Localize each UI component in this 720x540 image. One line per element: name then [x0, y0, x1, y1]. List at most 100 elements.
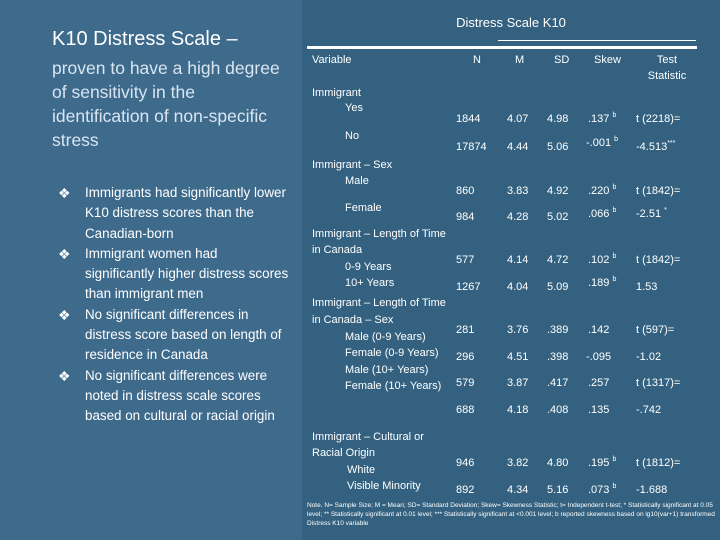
header-divider [498, 40, 696, 41]
table-title: Distress Scale K10 [456, 15, 566, 30]
cell-n: 17874 [456, 141, 487, 153]
diamond-bullet-icon: ❖ [58, 367, 71, 384]
group-label-cultural-2: Racial Origin [312, 447, 375, 459]
slide-subtitle: proven to have a high degree of sensitiv… [52, 58, 280, 150]
cell-m: 4.07 [507, 113, 529, 125]
cell-sd: 4.98 [547, 113, 569, 125]
col-header-variable: Variable [312, 54, 352, 66]
cell-sd: .417 [547, 377, 569, 389]
group-label-immigrant: Immigrant [312, 87, 361, 99]
cell-skew: .220 b [588, 184, 617, 197]
slide-title: K10 Distress Scale – [52, 28, 238, 51]
bullet-text: Immigrant women had significantly higher… [85, 245, 289, 302]
cell-sd: 5.02 [547, 211, 569, 223]
cell-test: -.742 [636, 404, 662, 416]
cell-skew: .137 b [588, 112, 617, 125]
cell-skew: .195 b [588, 456, 617, 469]
cell-n: 296 [456, 351, 475, 363]
row-label-female: Female [345, 202, 382, 214]
cell-skew: .066 b [588, 207, 617, 220]
cell-skew: -.095 [586, 351, 612, 363]
col-header-m: M [515, 54, 525, 66]
row-label-yes: Yes [345, 102, 363, 114]
cell-m: 4.18 [507, 404, 529, 416]
cell-m: 3.83 [507, 185, 529, 197]
col-header-test: Test [656, 54, 678, 66]
bullet-item: ❖ No significant differences were noted i… [58, 366, 290, 427]
cell-n: 281 [456, 324, 475, 336]
col-header-test-statistic: Statistic [647, 70, 687, 82]
bullet-item: ❖ Immigrants had significantly lower K10 … [58, 183, 290, 244]
cell-test: -1.688 [636, 484, 668, 496]
cell-m: 4.44 [507, 141, 529, 153]
left-panel: K10 Distress Scale – proven to have a hi… [0, 0, 290, 540]
cell-m: 4.04 [507, 281, 529, 293]
cell-m: 4.14 [507, 254, 529, 266]
cell-sd: .398 [547, 351, 569, 363]
cell-n: 579 [456, 377, 475, 389]
cell-skew: .135 [588, 404, 610, 416]
bullet-text: Immigrants had significantly lower K10 d… [85, 185, 286, 241]
bullet-list: ❖ Immigrants had significantly lower K10 … [58, 183, 290, 427]
cell-m: 4.51 [507, 351, 529, 363]
cell-n: 1267 [456, 281, 481, 293]
diamond-bullet-icon: ❖ [58, 245, 71, 262]
row-label-visible-minority: Visible Minority [347, 480, 421, 492]
cell-m: 4.28 [507, 211, 529, 223]
cell-m: 3.76 [507, 324, 529, 336]
group-label-length-2: in Canada [312, 244, 363, 256]
table-note: Note. N= Sample Size; M = Mean; SD= Stan… [307, 502, 715, 527]
row-label-male: Male [345, 175, 369, 187]
cell-n: 577 [456, 254, 475, 266]
cell-sd: .408 [547, 404, 569, 416]
cell-skew: .073 b [588, 483, 617, 496]
row-label-female-0-9: Female (0-9 Years) [345, 347, 439, 359]
cell-n: 688 [456, 404, 475, 416]
row-label-male-0-9: Male (0-9 Years) [345, 331, 426, 343]
cell-test: t (1842)= [636, 254, 681, 266]
cell-test: t (2218)= [636, 113, 681, 125]
slide-title-dash: – [226, 28, 238, 50]
bullet-item: ❖ Immigrant women had significantly highe… [58, 244, 290, 305]
row-label-white: White [347, 464, 376, 476]
cell-sd: 4.92 [547, 185, 569, 197]
cell-m: 3.87 [507, 377, 529, 389]
col-header-sd: SD [554, 54, 570, 66]
row-label-no: No [345, 130, 360, 142]
row-label-female-10: Female (10+ Years) [345, 380, 442, 392]
cell-test: t (597)= [636, 324, 675, 336]
cell-n: 860 [456, 185, 475, 197]
row-label-0-9-years: 0-9 Years [345, 261, 392, 273]
cell-m: 4.34 [507, 484, 529, 496]
col-header-skew: Skew [594, 54, 621, 66]
cell-sd: 5.09 [547, 281, 569, 293]
row-label-male-10: Male (10+ Years) [345, 364, 429, 376]
diamond-bullet-icon: ❖ [58, 306, 71, 323]
group-label-length-sex: Immigrant – Length of Time [312, 297, 446, 309]
cell-sd: 5.06 [547, 141, 569, 153]
cell-skew: .189 b [588, 276, 617, 289]
cell-skew: .142 [588, 324, 610, 336]
cell-test: 1.53 [636, 281, 658, 293]
row-label-10-plus-years: 10+ Years [345, 277, 395, 289]
cell-test: t (1317)= [636, 377, 681, 389]
group-label-immigrant-sex: Immigrant – Sex [312, 159, 393, 171]
cell-test: t (1812)= [636, 457, 681, 469]
group-label-length-sex-2: in Canada – Sex [312, 314, 394, 326]
slide-title-main: K10 Distress Scale [52, 28, 221, 50]
col-header-n: N [473, 54, 481, 66]
cell-n: 984 [456, 211, 475, 223]
cell-test: -1.02 [636, 351, 662, 363]
group-label-length: Immigrant – Length of Time [312, 228, 446, 240]
cell-sd: .389 [547, 324, 569, 336]
cell-n: 946 [456, 457, 475, 469]
group-label-cultural: Immigrant – Cultural or [312, 431, 424, 443]
cell-test: -4.513*** [636, 140, 676, 153]
cell-skew: .102 b [588, 253, 617, 266]
cell-test: -2.51 * [636, 207, 667, 220]
cell-n: 1844 [456, 113, 481, 125]
cell-sd: 4.72 [547, 254, 569, 266]
cell-skew: .257 [588, 377, 610, 389]
bullet-text: No significant differences in distress s… [85, 306, 282, 363]
cell-n: 892 [456, 484, 475, 496]
